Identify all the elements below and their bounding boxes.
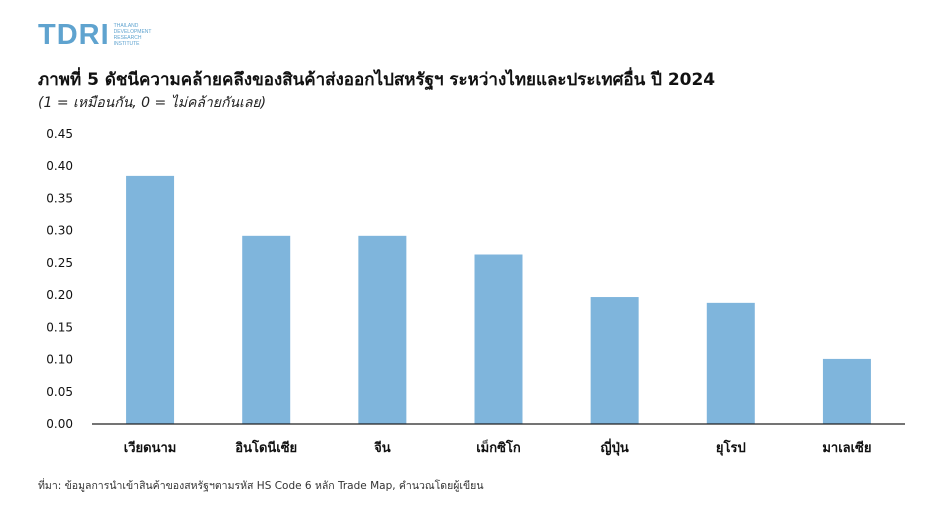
bar [822, 358, 871, 424]
logo-sub-line: INSTITUTE [113, 41, 140, 47]
y-tick-label: 0.00 [46, 417, 73, 431]
bar [474, 254, 523, 424]
source-note: ที่มา: ข้อมูลการนำเข้าสินค้าของสหรัฐฯตาม… [38, 480, 484, 492]
y-tick-label: 0.30 [46, 224, 73, 238]
y-tick-label: 0.20 [46, 288, 73, 302]
bar [242, 235, 291, 424]
x-category-label: เวียดนาม [124, 440, 177, 456]
x-axis: เวียดนาม อินโดนีเซีย จีน เม็กซิโก ญี่ปุ่น ยุโ… [92, 423, 905, 456]
y-axis: 0.00 0.05 0.10 0.15 0.20 0.25 0.30 0.35 0.40 0.45 [46, 127, 73, 431]
x-category-label: ญี่ปุ่น [601, 438, 629, 456]
x-category-label: ยุโรป [716, 439, 746, 456]
logo-sub-line: RESEARCH [113, 35, 142, 41]
bar [590, 297, 639, 424]
bars [126, 175, 871, 424]
x-category-label: มาเลเซีย [822, 440, 871, 456]
logo-subtext: THAILAND DEVELOPMENT RESEARCH INSTITUTE [114, 23, 164, 47]
y-tick-label: 0.05 [46, 385, 73, 399]
y-tick-label: 0.35 [46, 191, 73, 205]
bar [358, 235, 407, 424]
x-category-label: อินโดนีเซีย [235, 439, 297, 456]
logo-sub-line: THAILAND [113, 23, 139, 29]
logo-sub-line: DEVELOPMENT [113, 29, 152, 35]
tdri-logo: TDRI THAILAND DEVELOPMENT RESEARCH INSTI… [38, 20, 164, 50]
y-tick-label: 0.15 [46, 320, 73, 334]
y-tick-label: 0.45 [46, 127, 73, 141]
x-category-label: จีน [374, 440, 391, 456]
y-tick-label: 0.10 [46, 353, 73, 367]
y-tick-label: 0.25 [46, 256, 73, 270]
chart-subtitle: (1 = เหมือนกัน, 0 = ไม่คล้ายกันเลย) [38, 95, 267, 111]
chart-title: ภาพที่ 5 ดัชนีความคล้ายคลึงของสินค้าส่งอ… [38, 70, 716, 90]
bar [126, 175, 175, 424]
logo-mark: TDRI [38, 19, 110, 51]
y-tick-label: 0.40 [46, 159, 73, 173]
bar [706, 302, 755, 424]
x-category-label: เม็กซิโก [476, 438, 521, 456]
